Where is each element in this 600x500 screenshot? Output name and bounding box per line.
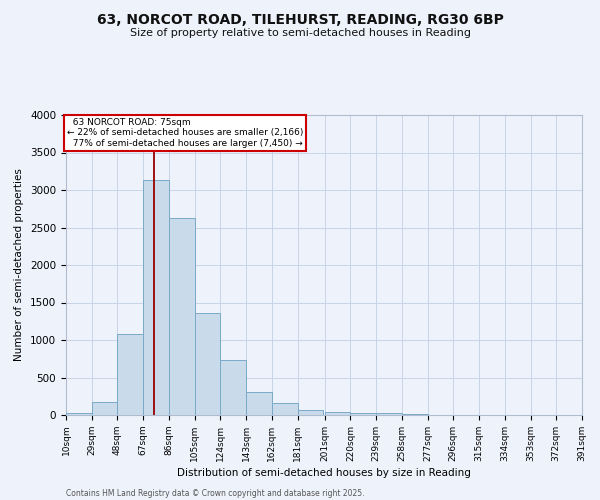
Bar [272,404,298,415]
Bar [143,180,169,415]
Text: 63, NORCOT ROAD, TILEHURST, READING, RG30 6BP: 63, NORCOT ROAD, TILEHURST, READING, RG3… [97,12,503,26]
Bar [350,413,376,415]
Bar [118,334,143,415]
Bar [298,410,323,415]
Text: Size of property relative to semi-detached houses in Reading: Size of property relative to semi-detach… [130,28,470,38]
Bar [220,360,246,415]
Bar [376,413,402,415]
Bar [194,313,220,415]
Bar [325,412,350,415]
Text: Contains HM Land Registry data © Crown copyright and database right 2025.: Contains HM Land Registry data © Crown c… [66,488,365,498]
Text: 63 NORCOT ROAD: 75sqm
← 22% of semi-detached houses are smaller (2,166)
  77% of: 63 NORCOT ROAD: 75sqm ← 22% of semi-deta… [67,118,303,148]
Bar [169,218,194,415]
Bar [92,402,118,415]
X-axis label: Distribution of semi-detached houses by size in Reading: Distribution of semi-detached houses by … [177,468,471,478]
Bar [246,392,272,415]
Bar [402,414,428,415]
Y-axis label: Number of semi-detached properties: Number of semi-detached properties [14,168,25,362]
Bar [66,413,92,415]
